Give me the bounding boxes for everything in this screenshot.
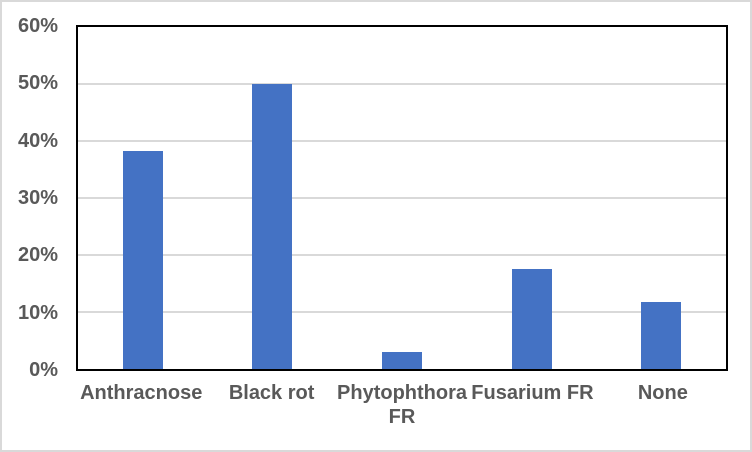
bar-fusarium-fr — [511, 269, 552, 369]
y-tick-label: 30% — [17, 187, 58, 209]
x-category-label: Black rot — [228, 382, 315, 404]
y-tick-label: 10% — [17, 301, 58, 324]
x-axis: Anthracnose Black rot Phytophthora FR Fusar… — [76, 381, 728, 429]
x-category-label: Fusarium FR — [471, 382, 594, 404]
y-tick-label: 50% — [17, 72, 58, 95]
gridline — [78, 140, 726, 142]
y-tick-label: 60% — [17, 15, 58, 37]
gridline — [78, 311, 726, 313]
bar-black-rot — [252, 84, 293, 369]
bar-none — [641, 302, 682, 369]
x-category-label: Phytophthora FR — [337, 382, 468, 428]
x-category-label: None — [637, 382, 688, 404]
plot-area — [76, 25, 728, 371]
gridline — [78, 254, 726, 256]
x-category-label: Anthracnose — [80, 382, 203, 404]
y-tick-label: 20% — [17, 244, 58, 267]
bar-anthracnose — [122, 151, 163, 369]
gridline — [78, 83, 726, 85]
bar-phytophthora-fr — [382, 352, 422, 369]
y-tick-label: 0% — [29, 359, 58, 381]
y-tick-label: 40% — [17, 129, 58, 152]
gridline — [78, 197, 726, 199]
